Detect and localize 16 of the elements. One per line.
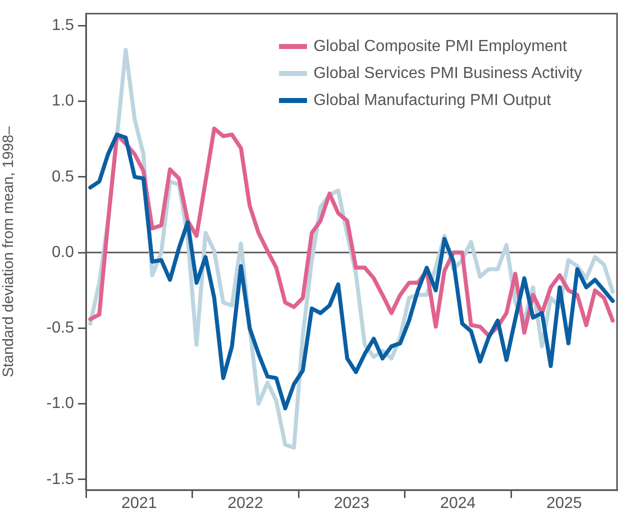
x-tick-label: 2021 xyxy=(121,495,158,512)
x-tick-label: 2024 xyxy=(440,495,476,512)
y-tick-label: -1.5 xyxy=(46,470,74,488)
x-tick-label: 2022 xyxy=(228,495,264,512)
y-tick-label: -0.5 xyxy=(46,320,74,337)
x-tick-label: 2023 xyxy=(334,495,370,512)
y-tick-label: 1.0 xyxy=(52,92,74,110)
legend-label: Global Services PMI Business Activity xyxy=(313,64,582,83)
x-tick-label: 2025 xyxy=(546,495,582,512)
y-tick-label: 0.5 xyxy=(52,168,74,186)
y-tick-label: -1.0 xyxy=(46,395,74,412)
y-tick-label: 1.5 xyxy=(52,17,74,34)
legend-label: Global Manufacturing PMI Output xyxy=(313,92,551,110)
y-axis-title: Standard deviation from mean, 1998– xyxy=(0,126,18,378)
legend-label: Global Composite PMI Employment xyxy=(313,38,567,56)
y-tick-label: 0.0 xyxy=(52,244,74,261)
